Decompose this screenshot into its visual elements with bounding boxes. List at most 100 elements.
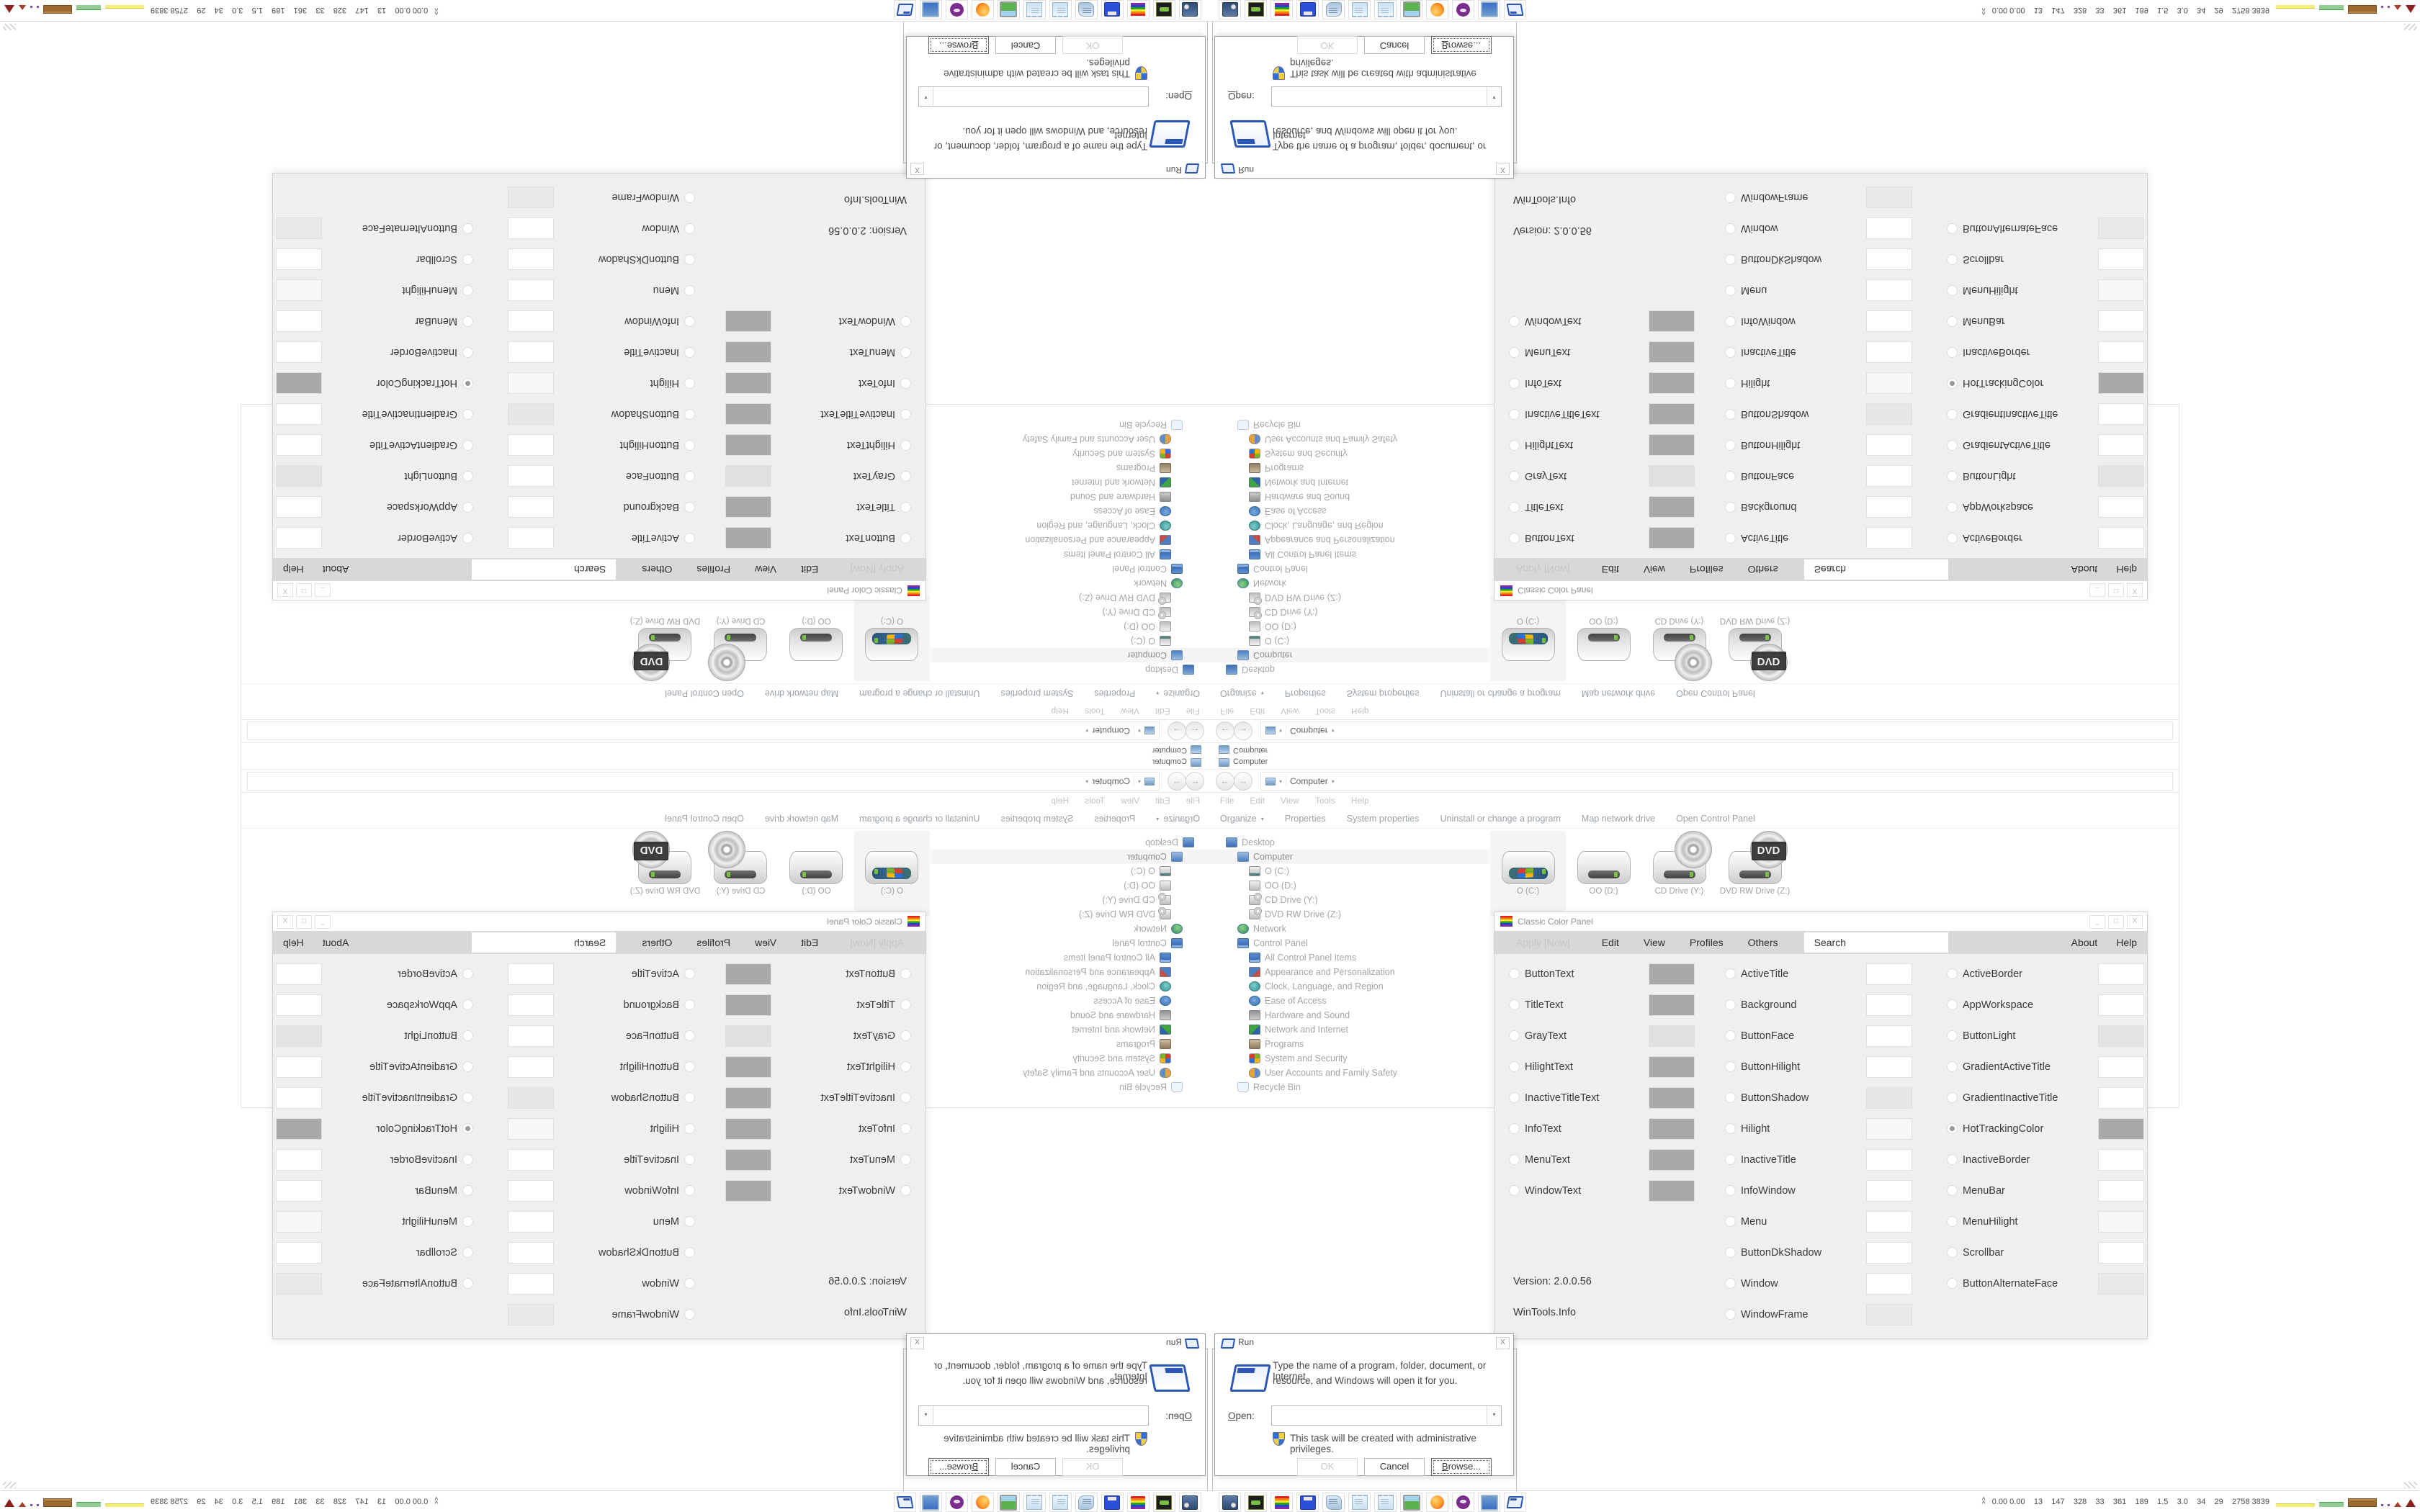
color-swatch[interactable] (508, 341, 554, 364)
color-swatch[interactable] (725, 465, 771, 487)
color-swatch[interactable] (1649, 1086, 1695, 1109)
color-swatch[interactable] (1649, 434, 1695, 456)
drive-item[interactable]: O (C:) (1490, 596, 1566, 681)
color-swatch[interactable] (725, 403, 771, 426)
command-item[interactable]: Properties (1284, 814, 1326, 824)
command-item[interactable]: Uninstall or change a program (1440, 688, 1561, 698)
color-radio[interactable] (1725, 316, 1736, 327)
drive-item[interactable]: CD Drive (Y:) (703, 596, 779, 681)
color-swatch[interactable] (2098, 527, 2144, 549)
color-radio[interactable] (1509, 316, 1520, 327)
organize-button[interactable]: Organize ▾ (1220, 688, 1264, 698)
color-radio[interactable] (1725, 471, 1736, 482)
close-button[interactable]: X (277, 583, 293, 597)
color-swatch[interactable] (2098, 403, 2144, 426)
color-radio[interactable] (684, 533, 695, 544)
color-swatch[interactable] (1866, 527, 1912, 549)
floppy-64-icon[interactable]: 64 (1296, 0, 1319, 19)
color-radio[interactable] (1509, 1154, 1520, 1165)
color-radio[interactable] (1947, 502, 1958, 513)
back-button[interactable]: ← (1216, 772, 1234, 791)
tree-item[interactable]: Network and Internet (931, 475, 1210, 490)
color-swatch[interactable] (1866, 1179, 1912, 1202)
menu-item[interactable]: About (2071, 937, 2098, 948)
drive-item[interactable]: OO (D:) (1566, 831, 1641, 916)
tree-item[interactable]: O (C:) (1210, 634, 1489, 648)
tree-item[interactable]: CD Drive (Y:) (1210, 893, 1489, 907)
color-radio[interactable] (1725, 1247, 1736, 1258)
color-swatch[interactable] (1649, 527, 1695, 549)
color-swatch[interactable] (1649, 372, 1695, 395)
color-swatch[interactable] (508, 248, 554, 271)
address-bar[interactable]: ▾ Computer ▾ (1260, 772, 2173, 791)
color-radio[interactable] (1509, 378, 1520, 389)
command-item[interactable]: Uninstall or change a program (859, 814, 980, 824)
menu-item[interactable]: About (322, 937, 349, 948)
color-radio[interactable] (1509, 1123, 1520, 1134)
tree-item[interactable]: Network (1210, 922, 1489, 936)
breadcrumb[interactable]: Computer (1092, 726, 1130, 736)
drive-item[interactable]: OO (D:) (779, 831, 854, 916)
wallpaper-settings-icon[interactable] (1400, 1493, 1422, 1512)
color-swatch[interactable] (508, 1056, 554, 1078)
color-radio[interactable] (462, 1278, 473, 1289)
firefox-icon[interactable] (1426, 1493, 1448, 1512)
menu-item[interactable]: Others (1747, 937, 1778, 948)
color-swatch[interactable] (508, 310, 554, 333)
drive-item[interactable]: DVD DVD RW Drive (Z:) (1717, 831, 1793, 916)
tree-item[interactable]: OO (D:) (1210, 619, 1489, 634)
color-radio[interactable] (900, 1061, 911, 1072)
drive-item[interactable]: DVD DVD RW Drive (Z:) (627, 831, 703, 916)
color-radio[interactable] (1947, 1278, 1958, 1289)
cancel-button[interactable]: Cancel (995, 1458, 1056, 1476)
color-radio[interactable] (1725, 254, 1736, 265)
color-radio[interactable] (462, 1154, 473, 1165)
color-swatch[interactable] (276, 372, 322, 395)
menu-item[interactable]: View (1281, 796, 1299, 806)
color-swatch[interactable] (508, 963, 554, 985)
menu-item[interactable]: Others (1747, 564, 1778, 575)
color-swatch[interactable] (2098, 465, 2144, 487)
menu-item[interactable]: View (1121, 706, 1139, 716)
color-radio[interactable] (462, 471, 473, 482)
color-swatch[interactable] (1866, 1303, 1912, 1326)
tree-item[interactable]: User Accounts and Family Safety (931, 432, 1210, 446)
color-swatch[interactable] (725, 1117, 771, 1140)
tree-item[interactable]: Ease of Access (931, 994, 1210, 1008)
computer-icon[interactable] (1478, 1493, 1500, 1512)
color-swatch[interactable] (508, 1086, 554, 1109)
color-swatch[interactable] (2098, 1025, 2144, 1047)
color-swatch[interactable] (508, 1179, 554, 1202)
organize-button[interactable]: Organize ▾ (1156, 814, 1200, 824)
color-swatch[interactable] (1866, 1025, 1912, 1047)
tree-item[interactable]: CD Drive (Y:) (1210, 605, 1489, 619)
ok-button[interactable]: OK (1062, 1458, 1123, 1476)
command-item[interactable]: Open Control Panel (665, 814, 744, 824)
minimize-button[interactable]: _ (2089, 583, 2105, 597)
color-radio[interactable] (1947, 409, 1958, 420)
ok-button[interactable]: OK (1297, 36, 1358, 54)
color-radio[interactable] (900, 502, 911, 513)
menu-item[interactable]: Others (642, 564, 673, 575)
tree-item[interactable]: Desktop (931, 835, 1210, 850)
color-swatch[interactable] (508, 403, 554, 426)
color-swatch[interactable] (508, 1272, 554, 1295)
tree-item[interactable]: Appearance and Personalization (1210, 533, 1489, 547)
close-icon[interactable]: X (910, 1337, 924, 1349)
color-radio[interactable] (462, 316, 473, 327)
run-titlebar[interactable]: Run X (1215, 1334, 1513, 1350)
color-swatch[interactable] (276, 527, 322, 549)
menu-item[interactable]: Help (1350, 796, 1369, 806)
color-radio[interactable] (1509, 1185, 1520, 1196)
color-radio[interactable] (684, 409, 695, 420)
close-icon[interactable]: X (910, 163, 924, 175)
command-item[interactable]: Map network drive (1581, 688, 1656, 698)
tree-item[interactable]: Programs (931, 1037, 1210, 1051)
color-swatch[interactable] (508, 496, 554, 518)
chevron-down-icon[interactable]: ▾ (1137, 727, 1141, 734)
color-radio[interactable] (462, 1247, 473, 1258)
menu-item[interactable]: Edit (1601, 937, 1619, 948)
color-radio[interactable] (684, 254, 695, 265)
menu-item[interactable]: Help (283, 564, 304, 575)
tree-item[interactable]: Recycle Bin (931, 1080, 1210, 1094)
